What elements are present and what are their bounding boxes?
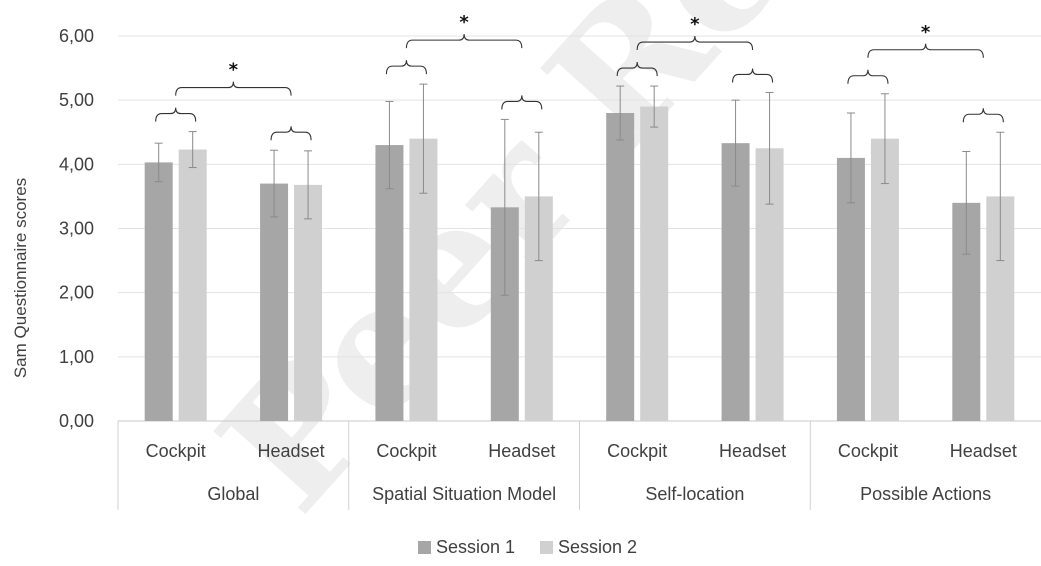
bar-series1-cat5 [721,143,750,422]
y-tick-label: 4,00 [59,154,94,174]
group-label: Possible Actions [860,484,991,504]
group-label: Global [207,484,259,504]
legend-label-session2: Session 2 [558,537,637,557]
group-brace [175,81,292,96]
significance-star: * [921,22,931,43]
group-brace [867,43,984,58]
pair-brace [385,60,427,75]
pair-brace [962,108,1004,123]
legend-label-session1: Session 1 [436,537,515,557]
group-brace [405,34,523,49]
group-label: Spatial Situation Model [372,484,556,504]
bar-series1-cat1 [260,183,289,421]
category-label: Headset [950,441,1017,461]
pair-brace [270,126,312,141]
category-separators [117,421,811,510]
legend: Session 1 Session 2 [418,537,637,557]
pair-brace [155,107,197,122]
y-tick-label: 6,00 [59,26,94,46]
error-bars [154,83,1005,296]
bar-series2-cat4 [640,106,669,421]
legend-swatch-session1 [418,541,431,554]
pair-brace [501,95,543,110]
significance-star: * [690,14,700,35]
bars [144,106,1015,422]
bar-series2-cat1 [294,184,323,421]
y-tick-label: 3,00 [59,219,94,239]
y-tick-label: 2,00 [59,283,94,303]
group-labels: Global Spatial Situation Model Self-locati… [207,484,991,504]
bar-series2-cat6 [870,138,899,421]
bar-series1-cat2 [375,145,404,422]
bar-series2-cat0 [178,149,207,421]
bar-series1-cat0 [144,162,173,422]
pair-brace [847,69,889,84]
category-label: Cockpit [146,441,206,461]
y-tick-label: 0,00 [59,411,94,431]
legend-swatch-session2 [540,541,553,554]
group-label: Self-location [645,484,744,504]
category-label: Cockpit [376,441,436,461]
group-brace [636,36,754,51]
significance-star: * [459,12,469,33]
category-label: Headset [719,441,786,461]
y-tick-label: 1,00 [59,347,94,367]
y-tick-label: 5,00 [59,90,94,110]
y-axis-label: Sam Questionnaire scores [11,178,30,378]
significance-star: * [229,60,239,81]
y-axis-tick-labels: 0,00 1,00 2,00 3,00 4,00 5,00 6,00 [59,26,94,431]
bar-series1-cat4 [606,113,635,421]
category-label: Cockpit [607,441,667,461]
category-label: Headset [258,441,325,461]
category-labels: Cockpit Headset Cockpit Headset Cockpit Heads… [146,441,1017,461]
category-label: Headset [488,441,555,461]
category-label: Cockpit [838,441,898,461]
pair-brace [732,68,774,83]
